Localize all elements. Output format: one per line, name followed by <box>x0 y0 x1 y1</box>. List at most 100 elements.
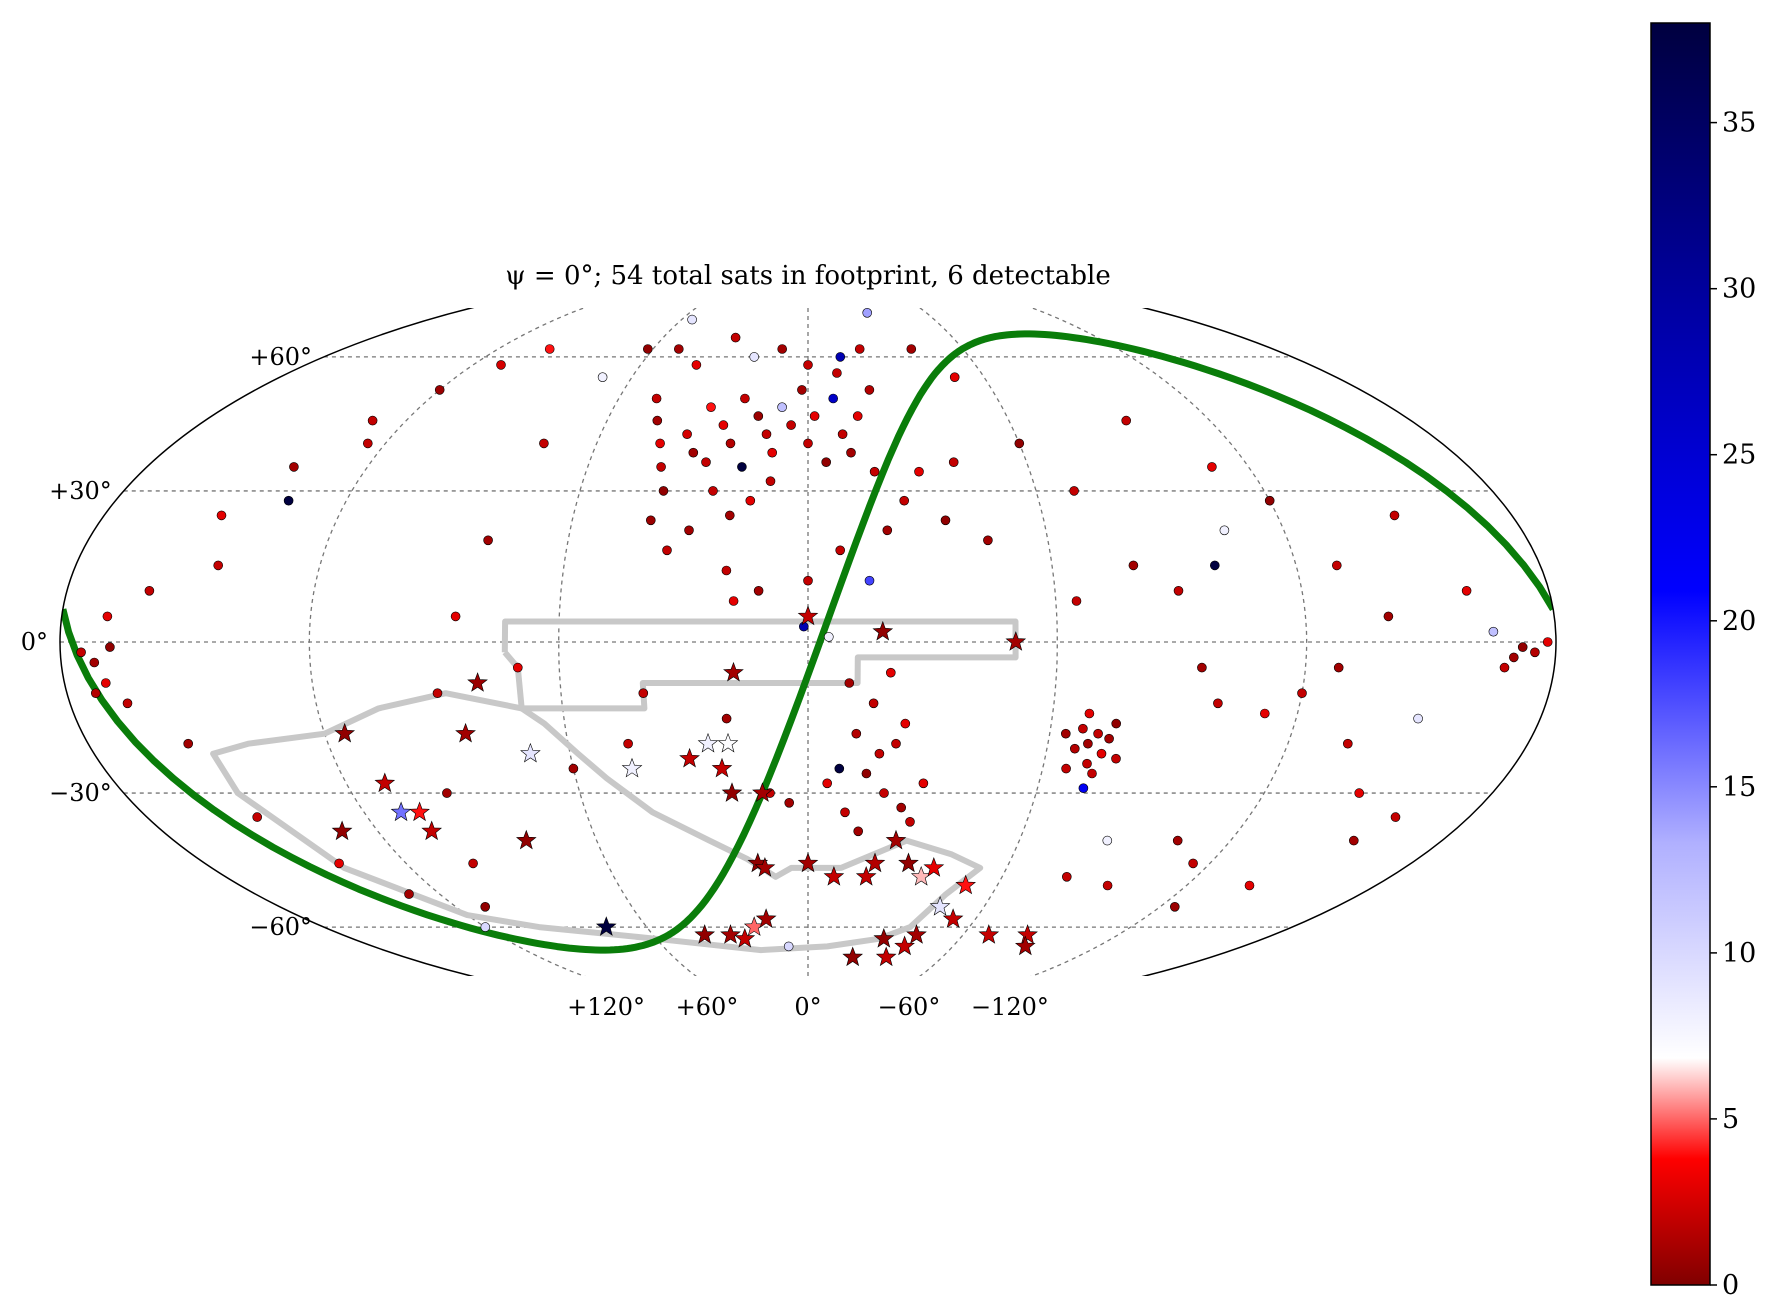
satellite-point <box>803 360 813 370</box>
satellite-point <box>687 314 697 325</box>
lat-tick-label: 0° <box>21 628 48 656</box>
satellite-point <box>1349 835 1359 846</box>
satellite-point <box>852 411 863 421</box>
detectable-star <box>923 857 945 877</box>
detectable-star <box>978 924 1000 944</box>
detectable-star <box>797 852 819 873</box>
satellite-point <box>777 344 788 354</box>
satellite-point <box>1333 662 1344 673</box>
satellite-point <box>900 718 911 729</box>
satellite-point <box>496 360 506 370</box>
satellite-point <box>1264 495 1275 506</box>
satellite-point <box>688 447 699 458</box>
satellite-point <box>432 688 443 699</box>
satellite-point <box>480 901 491 912</box>
detectable-star <box>711 757 733 778</box>
satellite-point <box>1188 858 1198 869</box>
satellite-point <box>854 344 865 354</box>
satellite-point <box>597 372 608 383</box>
satellite-point <box>708 486 718 496</box>
detectable-star <box>1005 631 1027 651</box>
detectable-star <box>755 908 777 928</box>
satellite-point <box>1083 738 1093 749</box>
satellite-point <box>832 368 842 378</box>
satellite-point <box>1207 462 1217 472</box>
detectable-star <box>1014 935 1036 956</box>
satellite-point <box>1343 738 1353 749</box>
satellite-point <box>706 402 716 413</box>
detectable-star <box>595 916 617 936</box>
detectable-star <box>855 865 877 886</box>
satellite-point <box>1061 763 1071 774</box>
satellite-point <box>896 802 907 813</box>
detectable-star <box>331 820 353 841</box>
satellite-point <box>1061 728 1071 739</box>
satellite-point <box>724 510 735 521</box>
satellite-point <box>89 657 100 668</box>
satellite-point <box>289 462 299 472</box>
satellite-point <box>1509 652 1519 663</box>
satellite-point <box>822 778 833 789</box>
satellite-point <box>216 510 227 521</box>
satellite-point <box>645 515 656 526</box>
satellite-point <box>882 525 893 536</box>
satellite-point <box>144 585 155 596</box>
satellite-point <box>642 344 653 354</box>
map-band <box>59 308 1557 976</box>
detectable-star <box>721 782 743 802</box>
satellite-point <box>568 763 579 774</box>
satellite-point <box>673 344 684 354</box>
detectable-star <box>872 620 894 641</box>
satellite-point <box>1517 642 1528 652</box>
colorbar-tick-label: 35 <box>1722 108 1756 139</box>
map-layer: +60° +30° 0° −30° −60° +120° +60° 0° −60° −120° <box>21 308 1557 1021</box>
satellite-point <box>949 372 960 383</box>
detectable-star <box>723 661 744 682</box>
detectable-star <box>875 946 897 967</box>
colorbar-tick-label: 5 <box>1722 1104 1739 1135</box>
satellite-point <box>948 457 959 468</box>
detectable-star <box>697 732 719 753</box>
satellite-point <box>512 662 523 673</box>
colorbar-tick-label: 30 <box>1722 274 1756 305</box>
satellite-point <box>450 611 461 622</box>
detectable-star <box>455 722 476 743</box>
lon-tick-label: +60° <box>676 993 739 1021</box>
lon-tick-label: −60° <box>878 993 941 1021</box>
satellite-point <box>1390 812 1401 822</box>
satellite-point <box>846 447 856 458</box>
satellite-point <box>101 678 111 688</box>
satellite-point <box>906 344 917 354</box>
satellite-point <box>728 596 739 606</box>
satellite-point <box>1260 708 1270 719</box>
satellite-point <box>362 438 373 449</box>
satellite-point <box>442 788 452 798</box>
satellite-point <box>1128 560 1139 571</box>
lat-tick-label: −60° <box>249 913 312 941</box>
satellite-point <box>1389 510 1400 521</box>
satellite-point <box>749 352 760 362</box>
satellite-point <box>1062 871 1072 882</box>
satellite-point <box>662 545 672 556</box>
detectable-star <box>621 757 643 778</box>
satellite-point <box>691 360 702 370</box>
detectable-star <box>898 852 919 873</box>
grid-meridian <box>807 308 1308 976</box>
detectable-star <box>520 742 541 763</box>
satellite-point <box>1121 415 1131 426</box>
satellite-point <box>658 486 669 496</box>
satellite-point <box>652 415 663 426</box>
satellite-point <box>828 393 839 404</box>
satellite-point <box>1069 486 1079 496</box>
satellite-point <box>1104 733 1114 744</box>
detectable-star <box>679 747 700 768</box>
satellite-point <box>684 525 694 536</box>
map-boundary <box>59 308 1557 976</box>
satellite-point <box>891 738 901 749</box>
satellite-point <box>1197 662 1207 673</box>
satellite-point <box>899 495 910 506</box>
satellite-point <box>1499 662 1510 673</box>
detectable-star <box>1017 924 1038 944</box>
satellite-point <box>797 385 807 395</box>
